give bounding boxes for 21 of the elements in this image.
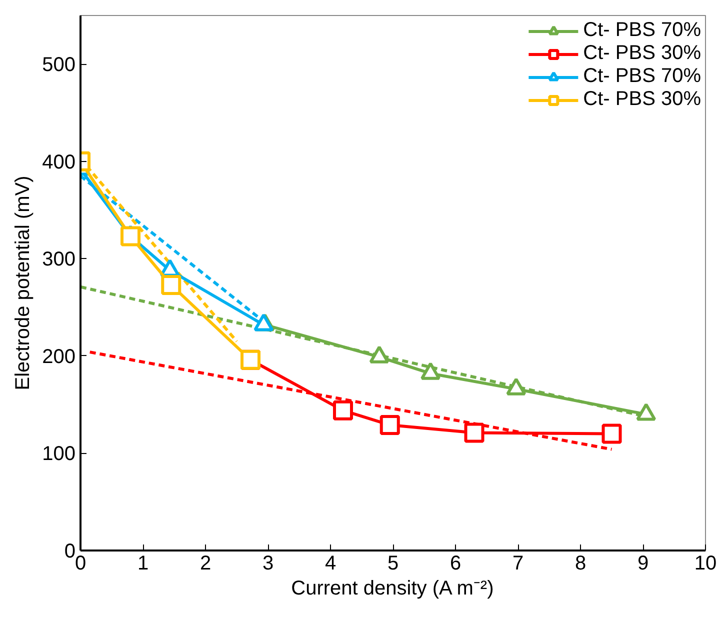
x-axis-title: Current density (A m⁻²) bbox=[291, 578, 494, 600]
y-tick-label: 300 bbox=[42, 248, 76, 271]
x-tick-label: 8 bbox=[574, 552, 586, 574]
legend-label: Ct- PBS 70% bbox=[583, 65, 701, 88]
y-tick-label: 200 bbox=[42, 346, 76, 368]
y-tick-label: 100 bbox=[42, 443, 76, 466]
x-tick-label: 10 bbox=[694, 552, 717, 574]
x-tick-label: 3 bbox=[262, 552, 274, 574]
x-tick-label: 9 bbox=[637, 552, 649, 574]
y-tick-label: 400 bbox=[42, 151, 76, 174]
x-tick-label: 6 bbox=[450, 552, 462, 574]
legend-label: Ct- PBS 30% bbox=[583, 88, 701, 111]
x-tick-label: 4 bbox=[324, 552, 336, 574]
x-tick-label: 1 bbox=[137, 552, 149, 574]
legend-label: Ct- PBS 30% bbox=[583, 42, 701, 65]
y-axis-title: Electrode potential (mV) bbox=[12, 176, 34, 390]
y-tick-label: 500 bbox=[42, 54, 76, 76]
x-tick-label: 7 bbox=[512, 552, 524, 574]
legend-label: Ct- PBS 70% bbox=[583, 19, 701, 42]
x-tick-label: 5 bbox=[387, 552, 399, 574]
x-tick-label: 2 bbox=[200, 552, 212, 574]
